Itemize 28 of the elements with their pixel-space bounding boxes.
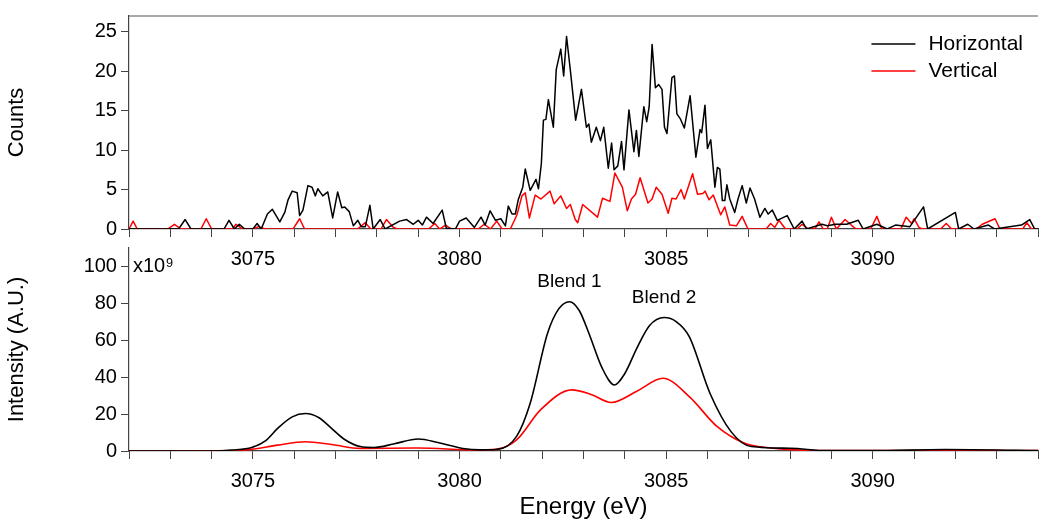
x-tick-label: 3085 [643,246,689,269]
y-tick-label: 5 [105,177,117,200]
y-tick-label: 100 [83,253,117,276]
y-axis-title: Intensity (A.U.) [3,276,29,423]
legend-label: Vertical [928,57,998,81]
legend-label: Horizontal [928,30,1024,54]
annotation: Blend 2 [631,286,697,308]
x-tick-label: 3075 [230,468,276,491]
y-tick-label: 80 [94,290,117,313]
x-tick-label: 3090 [850,246,895,269]
y-tick-label: 0 [105,438,117,461]
y-tick-label: 25 [94,19,117,42]
y-tick-label: 40 [94,364,117,387]
y-tick-label: 15 [94,98,117,121]
x-tick-label: 3080 [437,246,482,269]
y-tick-label: 10 [94,137,117,160]
y-axis-title: Counts [3,87,29,158]
y-tick-label: 60 [94,327,117,350]
annotation: x10⁹ [133,253,174,276]
annotation: Blend 1 [537,270,602,292]
x-tick-label: 3075 [230,246,276,269]
x-axis-title: Energy (eV) [519,492,648,520]
x-tick-label: 3085 [643,468,689,491]
y-tick-label: 0 [105,216,117,239]
y-tick-label: 20 [94,401,117,424]
x-tick-label: 3090 [850,468,895,491]
x-tick-label: 3080 [437,468,482,491]
y-tick-label: 20 [94,58,117,81]
